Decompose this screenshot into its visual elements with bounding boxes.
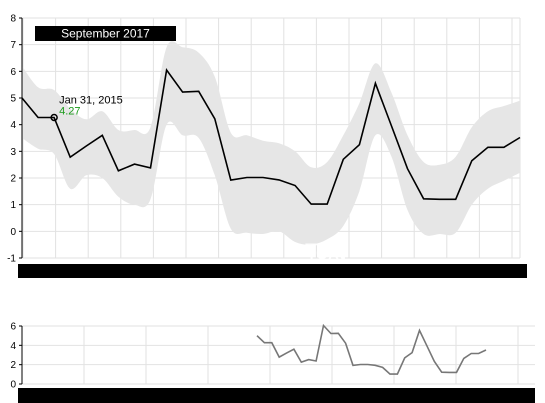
series-line [21, 67, 521, 205]
navigator-y-tick-label: 4 [10, 341, 16, 352]
y-tick-label: 2 [10, 174, 16, 185]
main-line-chart: -1 0 1 2 3 4 5 6 7 8 September 2017 Jan 31, 2015 … [7, 14, 527, 278]
x-axis-bar [18, 264, 527, 278]
navigator-y-axis: 0 2 4 6 [10, 322, 23, 391]
navigator-y-tick-label: 6 [10, 322, 16, 333]
navigator-series-line [256, 323, 487, 375]
y-tick-label: 6 [10, 67, 16, 78]
navigator-y-tick-label: 2 [10, 360, 16, 371]
y-tick-label: 5 [10, 94, 16, 105]
tooltip-date: Jan 31, 2015 [59, 94, 123, 106]
tooltip: Jan 31, 2015 4.27 [50, 94, 123, 122]
y-tick-label: 4 [10, 120, 16, 131]
navigator-chart[interactable]: 0 2 4 6 [0, 312, 545, 403]
y-tick-label: -1 [7, 254, 16, 265]
navigator-x-axis-bar [18, 388, 535, 403]
tooltip-value: 4.27 [59, 105, 80, 117]
main-y-axis: -1 0 1 2 3 4 5 6 7 8 [7, 14, 23, 265]
y-tick-label: 8 [10, 14, 16, 25]
title-banner [35, 26, 176, 41]
watermark: Text [305, 239, 345, 264]
navigator-y-tick-label: 0 [10, 380, 16, 391]
y-tick-label: 0 [10, 227, 16, 238]
y-tick-label: 3 [10, 147, 16, 158]
y-tick-label: 7 [10, 40, 16, 51]
tooltip-marker[interactable] [50, 113, 58, 122]
confidence-band [22, 41, 520, 245]
y-tick-label: 1 [10, 200, 16, 211]
chart-title: September 2017 [61, 27, 150, 41]
